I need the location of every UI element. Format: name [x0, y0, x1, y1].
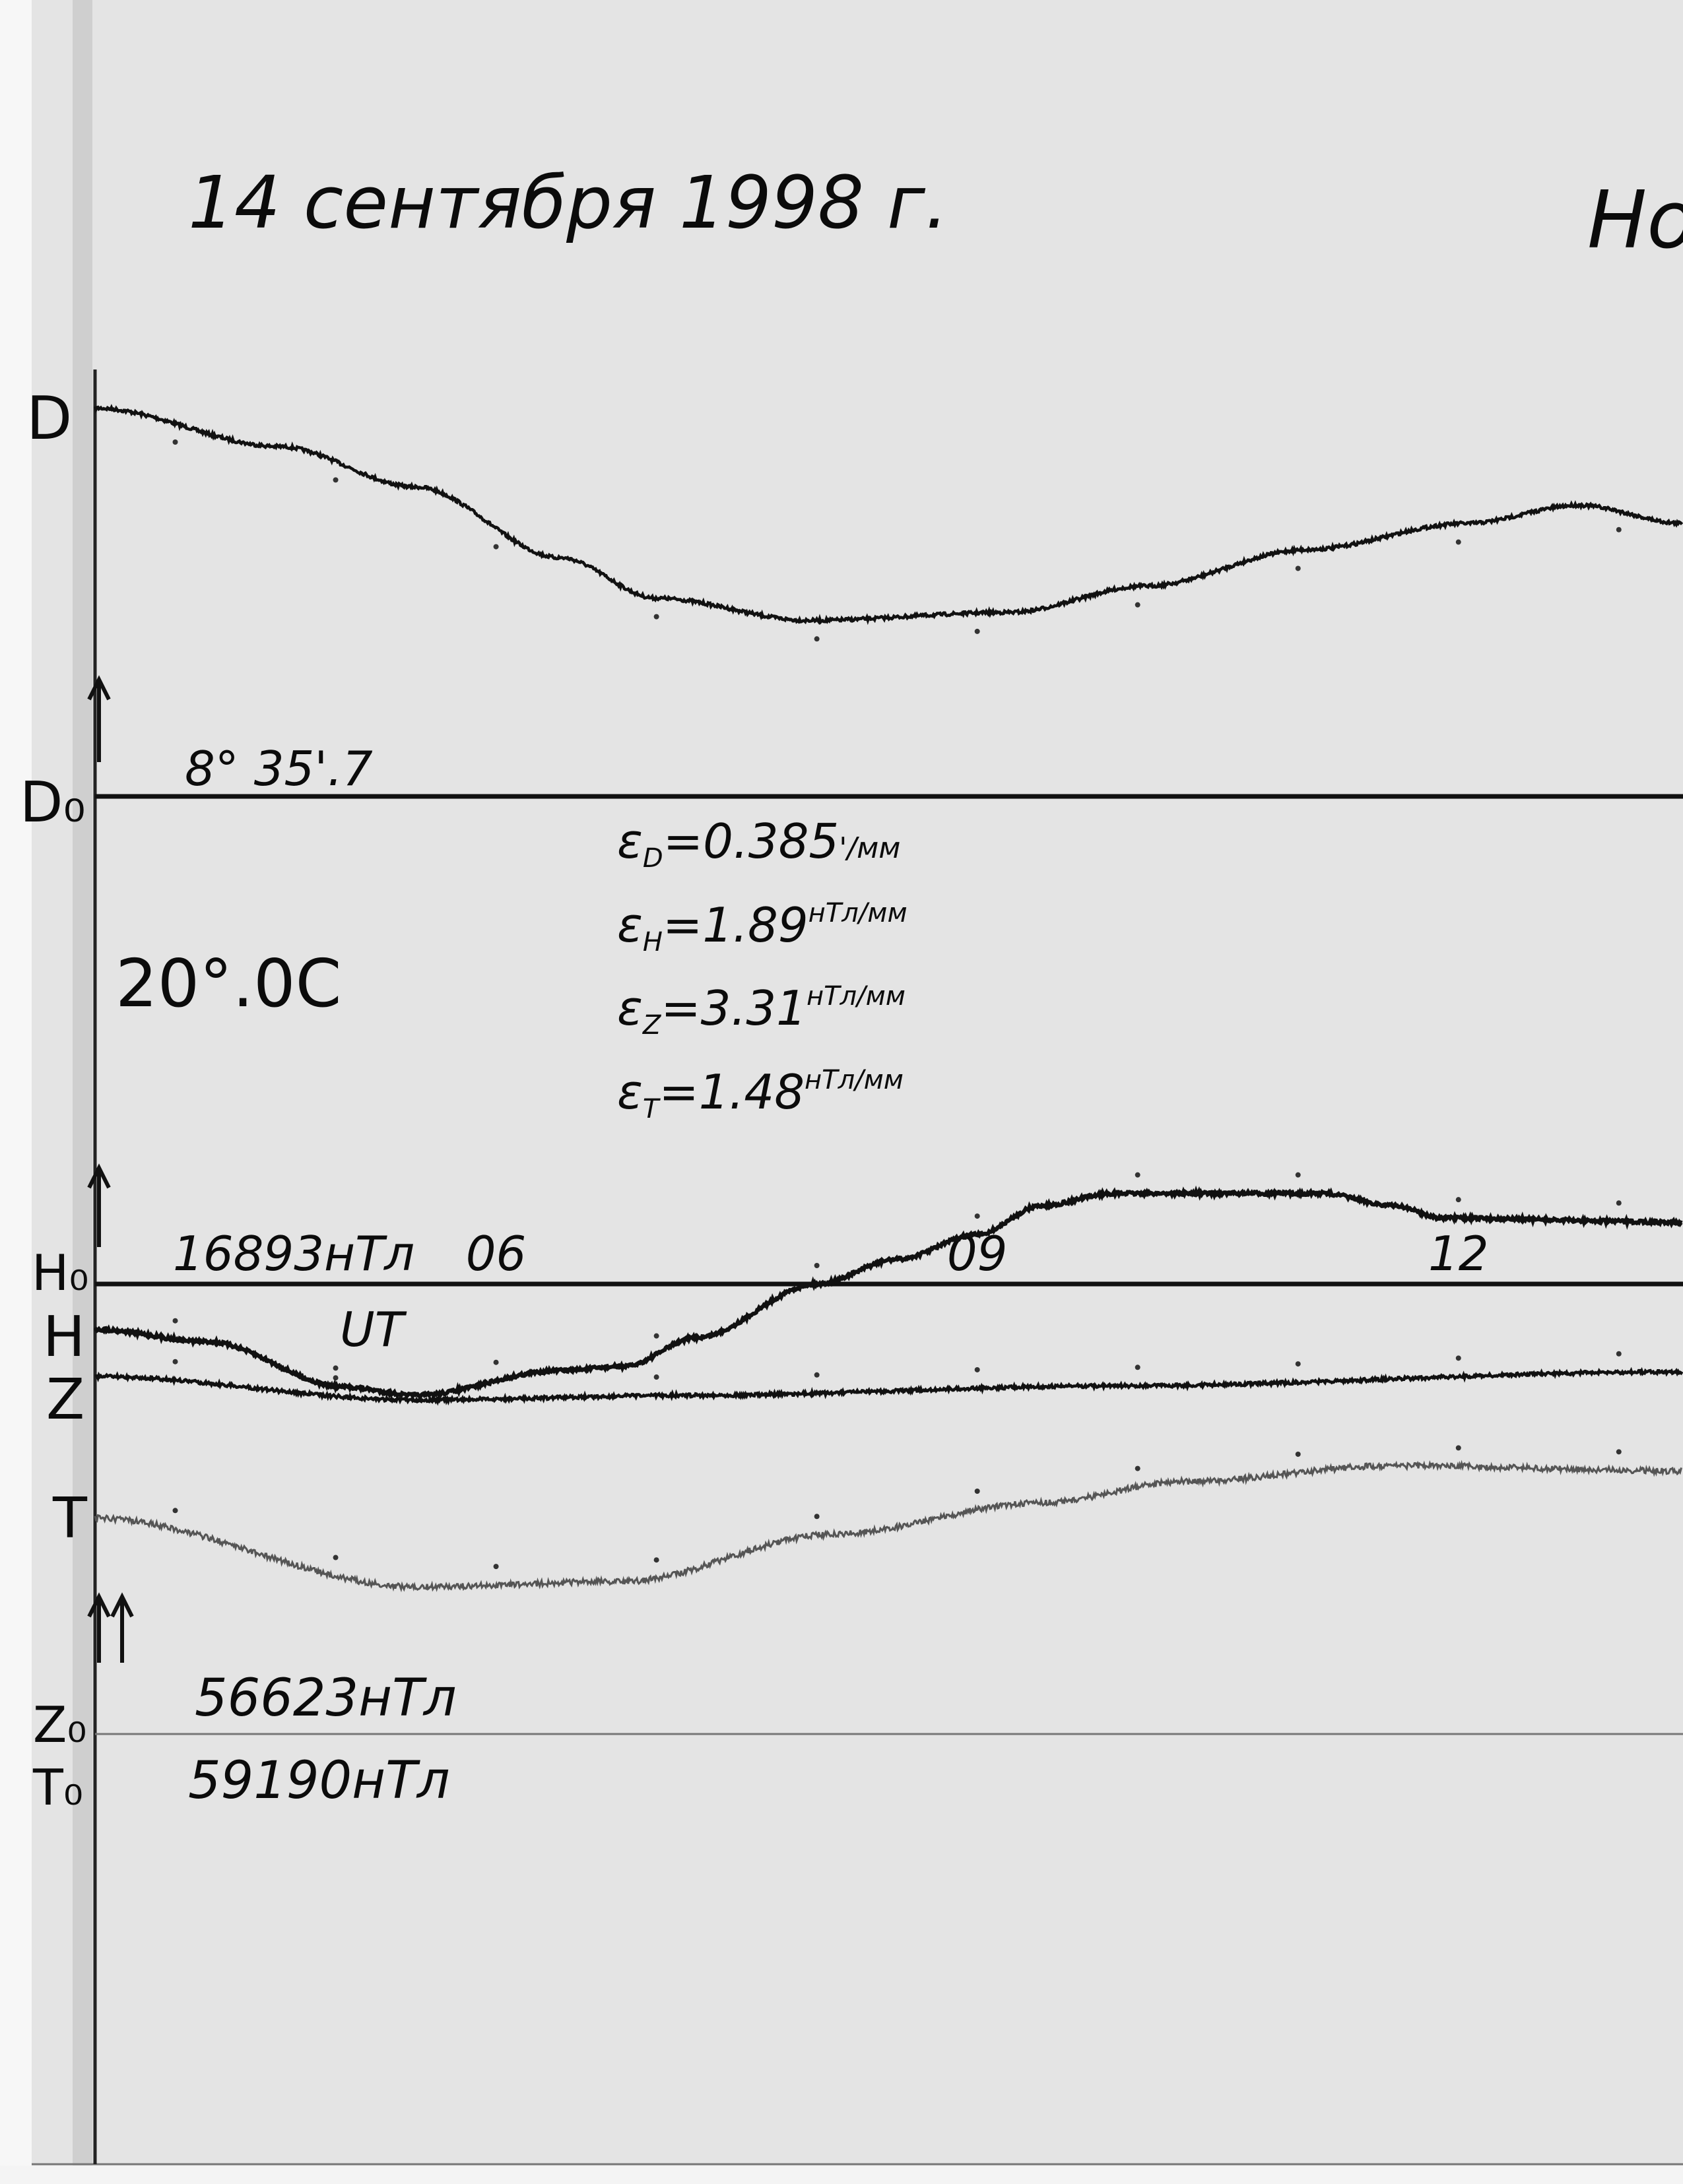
hour-mark-D [1295, 565, 1301, 571]
scale-value-D: εD=0.385'/мм [617, 814, 901, 874]
hour-mark-T [1295, 1451, 1301, 1457]
hour-mark-Z [1455, 1355, 1461, 1361]
baseline-H0-value: 16893нТл [173, 1226, 414, 1281]
paper-fold-shadow [73, 0, 92, 2184]
hour-mark-H [1135, 1172, 1140, 1178]
hour-mark-H [1295, 1172, 1301, 1178]
hour-mark-Z [1616, 1351, 1622, 1357]
label-Z0: Z₀ [33, 1696, 86, 1754]
hour-mark-Z [172, 1359, 178, 1365]
hour-mark-H [1455, 1197, 1461, 1203]
hour-mark-D [814, 636, 820, 642]
hour-mark-T [1135, 1465, 1140, 1471]
hour-mark-Z [333, 1375, 339, 1381]
baseline-T0-value: 59190нТл [188, 1751, 450, 1811]
hour-mark-T [974, 1488, 980, 1494]
hour-mark-Z [814, 1372, 820, 1378]
hour-mark-H [974, 1213, 980, 1219]
time-axis-label: UT [340, 1302, 407, 1357]
baseline-D0-value: 8° 35'.7 [185, 741, 373, 796]
scale-value-H: εH=1.89нТл/мм [617, 897, 908, 957]
chart-title: 14 сентября 1998 г. [188, 160, 948, 245]
hour-mark-T [333, 1555, 339, 1560]
hour-mark-T [172, 1508, 178, 1514]
trace-Z [94, 1366, 1683, 1406]
label-T0: T₀ [32, 1758, 83, 1816]
hour-mark-T [493, 1564, 499, 1570]
time-tick-label: 06 [466, 1226, 527, 1281]
hour-mark-D [653, 614, 659, 620]
scan-edge-bottom [0, 2166, 1683, 2184]
hour-mark-D [1616, 527, 1622, 532]
hour-mark-T [814, 1514, 820, 1520]
hour-mark-D [1455, 539, 1461, 545]
hour-mark-D [172, 439, 178, 445]
hour-marks [172, 439, 1622, 1570]
hour-mark-H [1616, 1200, 1622, 1206]
hour-mark-H [493, 1359, 499, 1365]
scale-value-Z: εZ=3.31нТл/мм [617, 980, 906, 1041]
time-tick-label: 12 [1428, 1226, 1489, 1281]
hour-mark-D [974, 628, 980, 634]
hour-mark-Z [974, 1366, 980, 1372]
hour-mark-H [653, 1333, 659, 1339]
hour-mark-D [333, 477, 339, 483]
label-D: D [26, 384, 72, 453]
traces [93, 404, 1683, 1593]
scale-values: εD=0.385'/мм εH=1.89нТл/мм εZ=3.31нТл/мм… [617, 814, 908, 1124]
baseline-Z0-value: 56623нТл [195, 1669, 457, 1728]
hour-mark-H [814, 1263, 820, 1268]
hour-mark-Z [653, 1374, 659, 1380]
scale-value-T: εT=1.48нТл/мм [617, 1064, 904, 1124]
trace-T [94, 1460, 1682, 1593]
hour-mark-H [333, 1365, 339, 1371]
hour-mark-D [1135, 602, 1140, 608]
hour-mark-H [172, 1318, 178, 1324]
label-H0: H₀ [32, 1244, 88, 1302]
hour-mark-T [653, 1557, 659, 1563]
trace-H [93, 1185, 1683, 1401]
label-T: T [52, 1486, 88, 1551]
hour-mark-T [1455, 1445, 1461, 1451]
scan-edge-left [0, 0, 32, 2184]
hour-mark-Z [1135, 1365, 1140, 1370]
title-right-fragment: Но [1587, 175, 1683, 267]
hour-mark-D [493, 544, 499, 550]
trace-D [93, 404, 1683, 626]
label-H: H [43, 1304, 85, 1370]
temperature-reading: 20°.0C [116, 945, 341, 1022]
hour-mark-Z [1295, 1361, 1301, 1367]
arrow-up-icon [87, 675, 134, 1663]
hour-mark-T [1616, 1449, 1622, 1455]
label-D0: D₀ [20, 770, 86, 835]
label-Z: Z [46, 1367, 84, 1432]
